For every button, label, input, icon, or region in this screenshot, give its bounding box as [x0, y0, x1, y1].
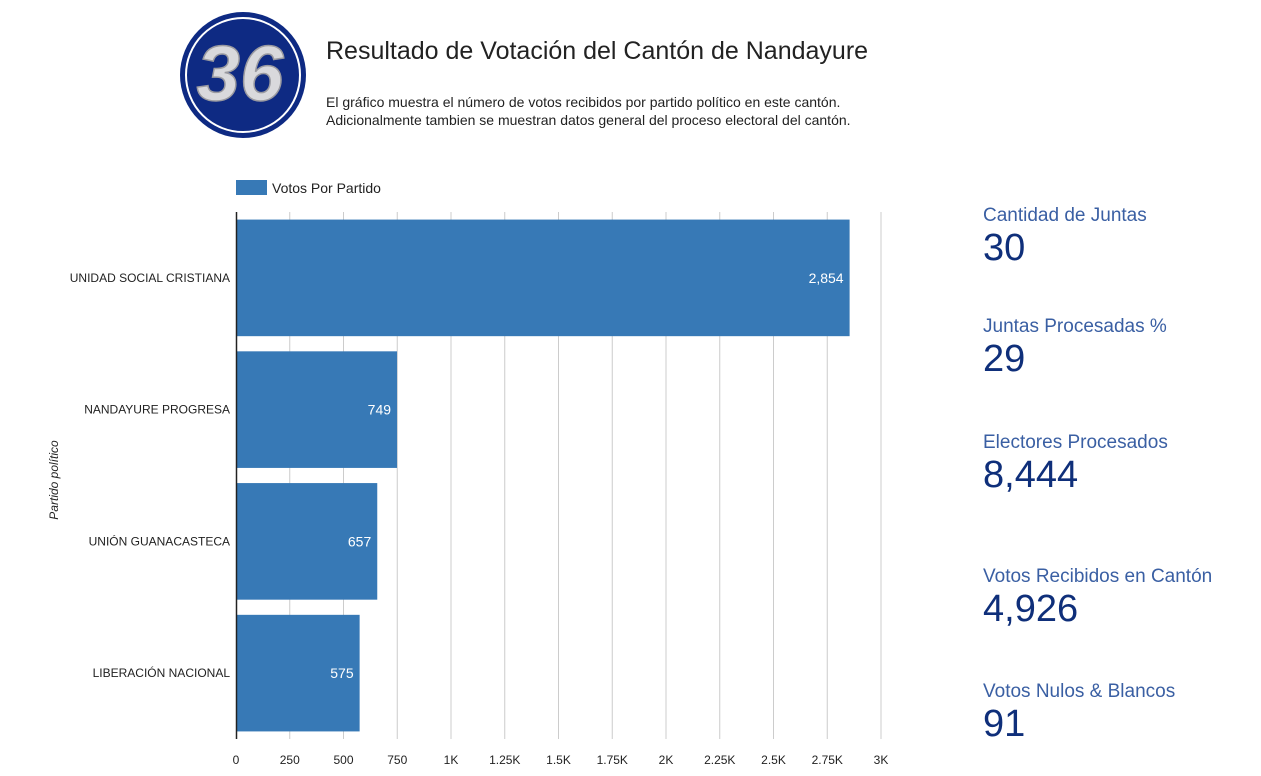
chart-category-labels: UNIDAD SOCIAL CRISTIANA NANDAYURE PROGRES…	[70, 271, 231, 680]
stat-value: 29	[983, 338, 1026, 380]
x-tick-label: 500	[333, 753, 353, 767]
category-label: NANDAYURE PROGRESA	[84, 403, 230, 417]
stat-value: 4,926	[983, 588, 1079, 630]
stat-label: Electores Procesados	[983, 432, 1168, 453]
x-tick-label: 2K	[659, 753, 674, 767]
category-label: UNIÓN GUANACASTECA	[89, 533, 230, 548]
stat-label: Votos Nulos & Blancos	[983, 681, 1176, 702]
x-tick-label: 1.25K	[489, 753, 520, 767]
stat-label: Votos Recibidos en Cantón	[983, 566, 1213, 587]
bar-data-label: 749	[368, 402, 392, 418]
channel-36-logo: 36	[180, 12, 306, 138]
category-label: UNIDAD SOCIAL CRISTIANA	[70, 271, 230, 285]
stat-card-electores: Electores Procesados 8,444	[983, 432, 1168, 496]
bar	[236, 614, 360, 732]
bar-data-label: 657	[348, 533, 372, 549]
x-tick-label: 250	[280, 753, 300, 767]
bar-data-label: 575	[330, 665, 354, 681]
bar-data-label: 2,854	[809, 270, 844, 286]
page-title: Resultado de Votación del Cantón de Nand…	[326, 37, 869, 65]
bar	[236, 351, 398, 468]
logo-circle	[180, 12, 306, 138]
stat-label: Cantidad de Juntas	[983, 205, 1147, 226]
x-tick-label: 1.75K	[597, 753, 628, 767]
legend-swatch	[236, 180, 267, 195]
stat-value: 30	[983, 227, 1026, 269]
x-tick-label: 0	[233, 753, 240, 767]
y-axis-title: Partido político	[47, 440, 61, 520]
x-tick-label: 2.25K	[704, 753, 735, 767]
logo-ring	[185, 17, 301, 133]
x-tick-label: 2.75K	[812, 753, 843, 767]
category-label: LIBERACIÓN NACIONAL	[93, 665, 231, 680]
chart-x-tick-labels: 0 250 500 750 1K 1.25K 1.5K 1.75K 2K 2.25K 2.5K 2.7…	[233, 753, 889, 767]
stat-card-votos-nulos: Votos Nulos & Blancos 91	[983, 681, 1175, 745]
x-tick-label: 1.5K	[546, 753, 571, 767]
bar	[236, 219, 850, 337]
x-tick-label: 1K	[444, 753, 459, 767]
subtitle-line-2: Adicionalmente tambien se muestran datos…	[326, 112, 851, 128]
page-subtitle: El gráfico muestra el número de votos re…	[326, 93, 851, 129]
votes-bar-chart: Votos Por Partido 2,854 749 657 575 UNIDAD …	[47, 180, 889, 767]
x-tick-label: 750	[387, 753, 407, 767]
stat-card-votos-recibidos: Votos Recibidos en Cantón 4,926	[983, 566, 1212, 630]
stat-card-juntas-procesadas: Juntas Procesadas % 29	[983, 316, 1167, 380]
x-tick-label: 3K	[874, 753, 889, 767]
subtitle-line-1: El gráfico muestra el número de votos re…	[326, 94, 841, 110]
chart-bars: 2,854 749 657 575	[236, 219, 850, 732]
stat-value: 8,444	[983, 454, 1079, 496]
logo-text: 36	[197, 29, 284, 117]
chart-legend: Votos Por Partido	[236, 180, 381, 196]
stat-value: 91	[983, 703, 1026, 745]
legend-label: Votos Por Partido	[272, 180, 381, 196]
stat-label: Juntas Procesadas %	[983, 316, 1167, 337]
stat-card-juntas: Cantidad de Juntas 30	[983, 205, 1147, 269]
bar	[236, 483, 378, 600]
x-tick-label: 2.5K	[761, 753, 786, 767]
